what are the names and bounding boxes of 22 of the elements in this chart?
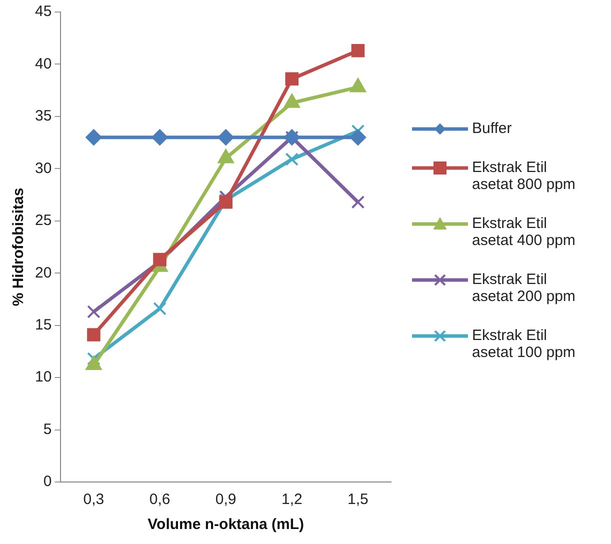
x-tick-label: 0,9 xyxy=(215,491,236,508)
x-tick-label: 1,2 xyxy=(281,491,302,508)
y-tick-label: 30 xyxy=(34,160,52,177)
x-tick-label: 1,5 xyxy=(348,491,368,508)
legend-label: Ekstrak Etil asetat 100 ppm xyxy=(472,327,576,361)
x-tick-label: 0,3 xyxy=(83,491,104,508)
legend-label: Ekstrak Etil asetat 400 ppm xyxy=(472,215,576,249)
y-tick-label: 45 xyxy=(34,3,52,20)
y-tick-label: 40 xyxy=(34,55,52,72)
legend-label: Ekstrak Etil asetat 800 ppm xyxy=(472,159,576,193)
y-tick-label: 0 xyxy=(43,473,52,490)
x-axis-title: Volume n-oktana (mL) xyxy=(148,516,304,534)
y-tick-label: 35 xyxy=(34,108,52,125)
legend-label: Ekstrak Etil asetat 200 ppm xyxy=(472,271,576,305)
y-tick-label: 20 xyxy=(34,264,52,282)
legend-label: Buffer xyxy=(472,120,512,137)
y-tick-label: 15 xyxy=(34,316,52,334)
y-tick-label: 10 xyxy=(34,368,52,386)
y-tick-label: 25 xyxy=(34,212,52,230)
x-tick-label: 0,6 xyxy=(149,491,170,508)
y-axis-title: % Hidrofobisitas xyxy=(10,188,28,306)
y-tick-label: 5 xyxy=(43,420,52,438)
